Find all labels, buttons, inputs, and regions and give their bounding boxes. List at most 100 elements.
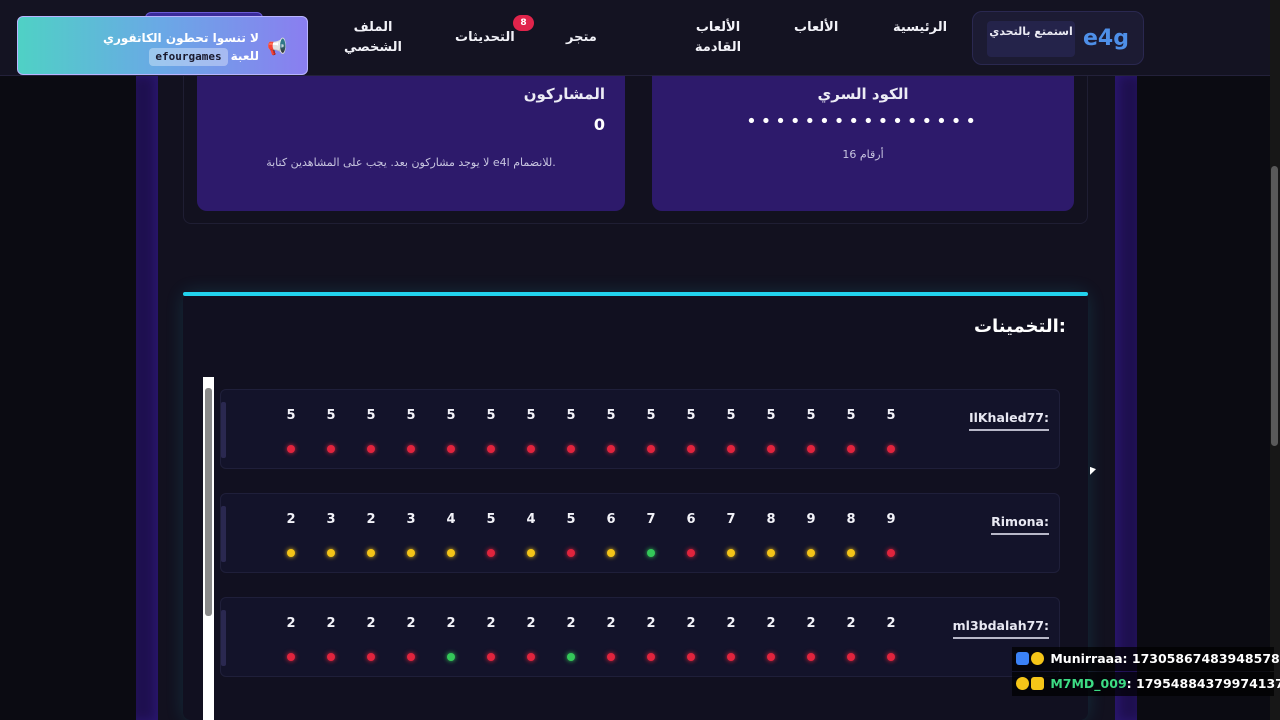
updates-badge: 8 [513, 15, 534, 31]
digit-status-dot [367, 549, 375, 557]
chat-message: Munirraaa: 17305867483948578 [1012, 647, 1280, 671]
chat-message: M7MD_009: 17954884379974137 [1012, 672, 1280, 696]
digit-status-dot [647, 653, 655, 661]
nav-store[interactable]: متجر [566, 30, 597, 45]
guess-digit: 7 [646, 512, 656, 527]
secret-code-mask: •••••••••••••••• [746, 111, 980, 132]
nav-profile[interactable]: الملف الشخصي [344, 20, 402, 55]
chat-username: M7MD_009 [1050, 676, 1127, 691]
digit-status-dot [847, 549, 855, 557]
digit-status-dot [447, 549, 455, 557]
guess-digit: 5 [846, 408, 856, 423]
guess-digit: 2 [726, 616, 736, 631]
digit-status-dot [407, 445, 415, 453]
cards-container [183, 76, 1088, 224]
guess-username: ml3bdalah77: [952, 618, 1049, 639]
notification-suffix: للعبة [230, 49, 259, 63]
notification-code: efourgames [149, 48, 228, 66]
logo-tagline: استمتع بالتحدي [987, 21, 1075, 57]
digit-status-dot [847, 653, 855, 661]
guess-digit: 9 [806, 512, 816, 527]
guess-digit: 5 [726, 408, 736, 423]
guess-digit: 3 [326, 512, 336, 527]
guess-digit: 5 [646, 408, 656, 423]
guess-digit: 5 [326, 408, 336, 423]
guess-digit: 2 [286, 616, 296, 631]
guess-digit: 2 [526, 616, 536, 631]
guess-digit: 3 [406, 512, 416, 527]
digit-status-dot [567, 549, 575, 557]
guess-row: ml3bdalah77: 2 2 2 2 2 2 2 2 2 2 2 2 2 2 2 2 [220, 597, 1060, 677]
participants-title: المشاركون [523, 85, 605, 103]
digit-status-dot [487, 445, 495, 453]
digit-status-dot [687, 445, 695, 453]
guess-digit: 5 [566, 512, 576, 527]
digit-status-dot [607, 653, 615, 661]
nav-games[interactable]: الألعاب [794, 20, 839, 35]
guess-digit: 5 [566, 408, 576, 423]
digit-status-dot [327, 549, 335, 557]
digit-status-dot [567, 653, 575, 661]
digit-status-dot [287, 445, 295, 453]
guess-digit: 5 [886, 408, 896, 423]
chat-username: Munirraaa [1050, 651, 1123, 666]
guess-digit: 6 [606, 512, 616, 527]
guess-digit: 9 [886, 512, 896, 527]
nav-updates[interactable]: التحديثات [455, 30, 515, 45]
guess-digit: 5 [486, 512, 496, 527]
guess-digit: 2 [446, 616, 456, 631]
guesses-panel-accent [183, 292, 1088, 296]
digit-status-dot [607, 445, 615, 453]
guess-digit: 2 [766, 616, 776, 631]
digit-status-dot [367, 445, 375, 453]
guess-digit: 5 [526, 408, 536, 423]
guess-digit: 2 [686, 616, 696, 631]
secret-code-length: 16 أرقام [842, 148, 884, 161]
digit-status-dot [287, 653, 295, 661]
nav-upcoming-games[interactable]: الألعاب القادمة [694, 20, 742, 55]
guess-digit: 2 [366, 616, 376, 631]
guess-digit: 2 [846, 616, 856, 631]
guess-digit: 5 [806, 408, 816, 423]
badge-icon [1016, 677, 1029, 690]
digit-status-dot [767, 549, 775, 557]
digit-status-dot [527, 653, 535, 661]
digit-status-dot [767, 653, 775, 661]
page-scrollbar-thumb[interactable] [1271, 166, 1278, 446]
guess-digit: 2 [326, 616, 336, 631]
digit-status-dot [367, 653, 375, 661]
guess-row: Rimona: 2 3 2 3 4 5 4 5 6 7 6 7 8 9 8 9 [220, 493, 1060, 573]
digit-status-dot [687, 653, 695, 661]
digit-status-dot [807, 549, 815, 557]
digit-status-dot [727, 445, 735, 453]
digit-status-dot [807, 653, 815, 661]
participants-count: 0 [593, 115, 605, 134]
guess-digit: 5 [366, 408, 376, 423]
guess-username: Rimona: [991, 514, 1049, 535]
logo-link[interactable]: استمتع بالتحدي e4g [972, 11, 1144, 65]
digit-status-dot [887, 445, 895, 453]
guess-digit: 2 [286, 512, 296, 527]
guess-digit: 5 [286, 408, 296, 423]
guess-digit: 6 [686, 512, 696, 527]
guesses-scrollbar-thumb[interactable] [205, 388, 212, 616]
secret-code-card: الكود السري •••••••••••••••• 16 أرقام [652, 76, 1074, 211]
notification-toast[interactable]: لا تنسوا تحطون الكاتقوري efourgames للعبة… [17, 16, 308, 75]
guess-digit: 2 [646, 616, 656, 631]
digit-status-dot [727, 653, 735, 661]
digit-status-dot [727, 549, 735, 557]
digit-status-dot [527, 549, 535, 557]
mouse-cursor-icon [1090, 466, 1096, 478]
digit-status-dot [327, 653, 335, 661]
guess-digit: 2 [406, 616, 416, 631]
digit-status-dot [407, 549, 415, 557]
nav-home[interactable]: الرئيسية [893, 20, 948, 35]
guess-digit: 2 [566, 616, 576, 631]
guess-digit: 8 [766, 512, 776, 527]
digit-status-dot [567, 445, 575, 453]
digit-status-dot [647, 549, 655, 557]
digit-status-dot [527, 445, 535, 453]
guess-row-accent [221, 506, 226, 562]
guess-digit: 5 [766, 408, 776, 423]
digit-status-dot [807, 445, 815, 453]
